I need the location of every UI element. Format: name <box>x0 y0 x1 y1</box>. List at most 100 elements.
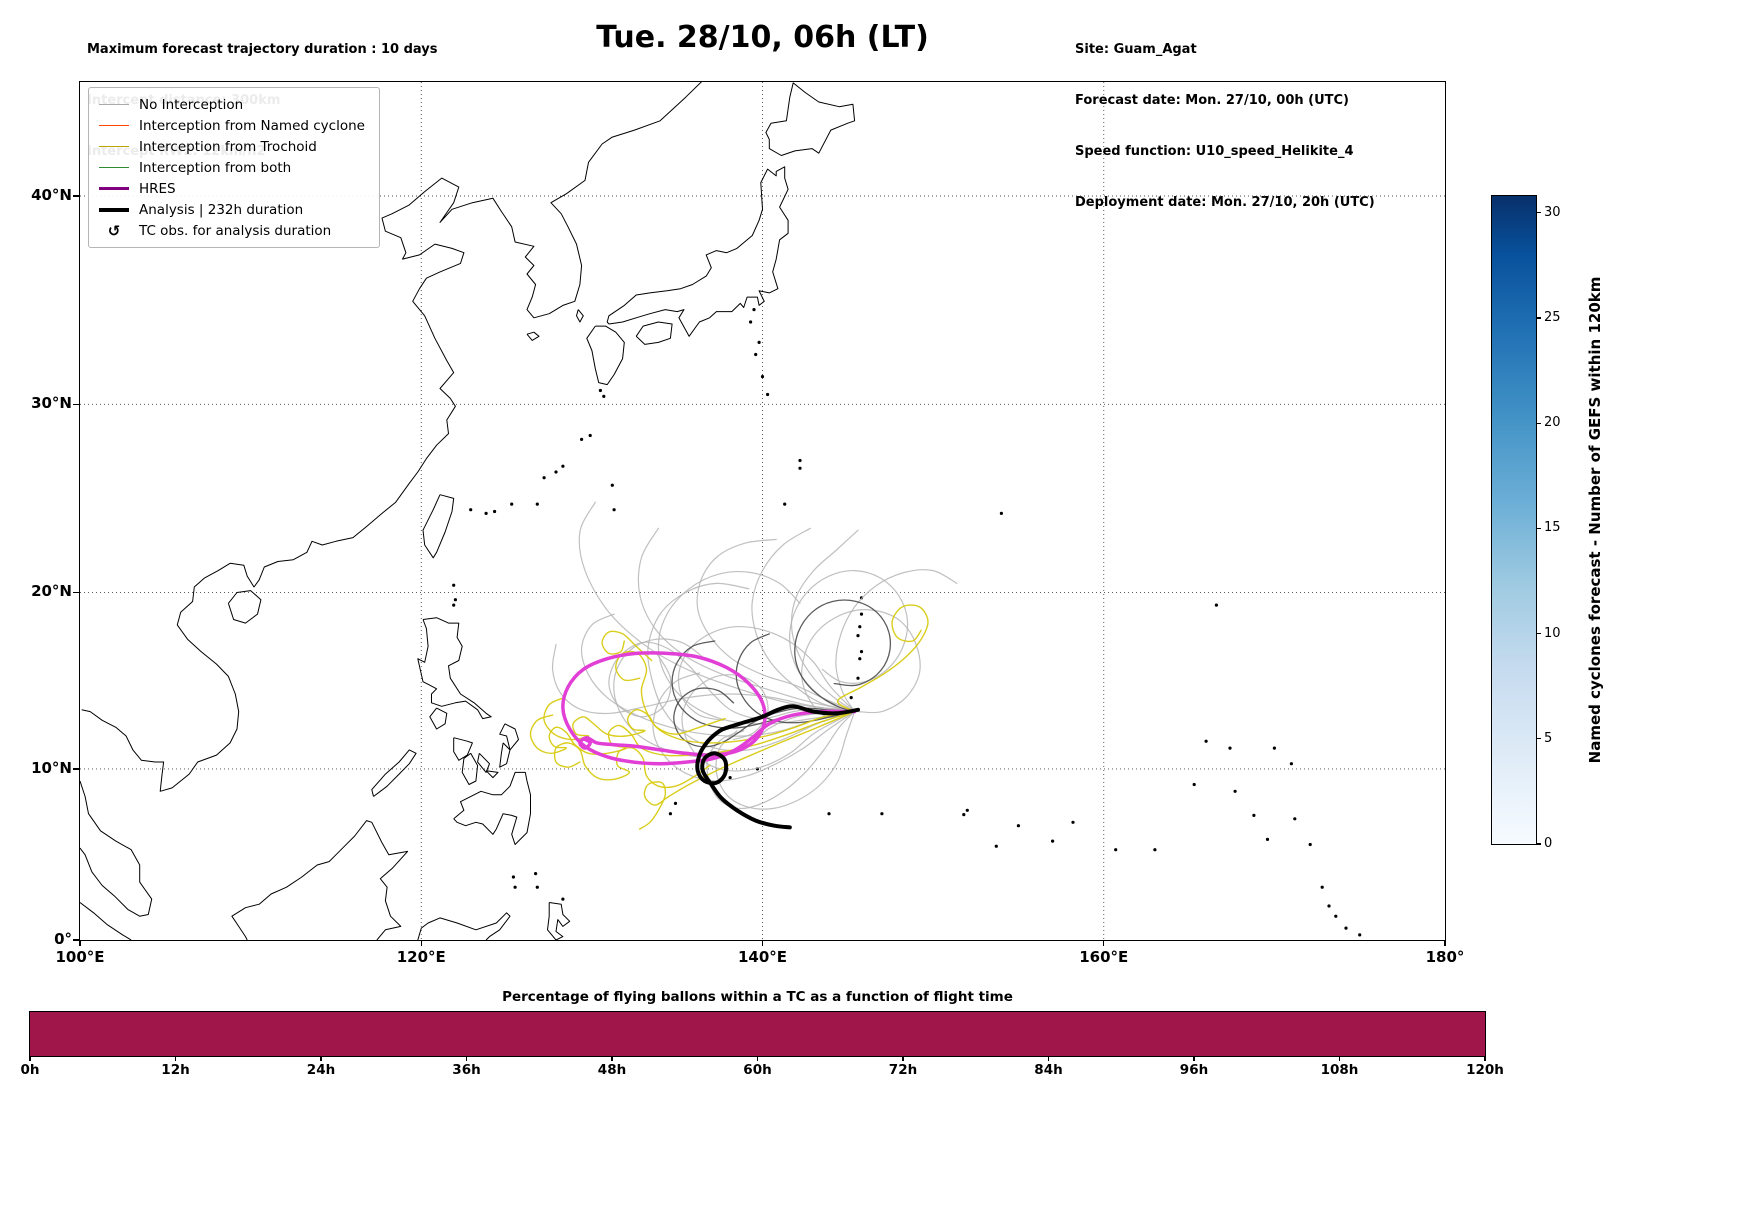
flight-time-tick-label: 24h <box>306 1062 336 1078</box>
x-tick-label: 120°E <box>396 948 446 966</box>
flight-time-tick-label: 72h <box>888 1062 918 1078</box>
legend-line-named <box>97 124 131 127</box>
flight-time-tick-label: 84h <box>1034 1062 1063 1078</box>
flight-time-tick-mark <box>1338 1056 1341 1061</box>
flight-time-tick-label: 96h <box>1179 1062 1209 1078</box>
flight-time-tick-mark <box>1047 1056 1050 1061</box>
legend-label: Interception from both <box>139 159 292 176</box>
colorbar-tick-mark <box>1536 738 1541 740</box>
flight-time-tick-label: 48h <box>597 1062 627 1078</box>
param-max-duration: Maximum forecast trajectory duration : 1… <box>87 42 438 57</box>
colorbar-tick-label: 25 <box>1544 310 1561 326</box>
legend-line-none <box>97 103 131 106</box>
colorbar-tick-label: 10 <box>1544 625 1561 641</box>
y-tick-label: 20°N <box>31 582 72 601</box>
deployment-date: Deployment date: Mon. 27/10, 20h (UTC) <box>1075 195 1375 210</box>
y-tick-label: 30°N <box>31 394 72 413</box>
flight-time-tick-label: 60h <box>743 1062 772 1078</box>
x-tick-label: 100°E <box>55 948 105 966</box>
y-tick-label: 40°N <box>31 186 72 204</box>
colorbar-gradient <box>1492 196 1536 844</box>
legend-label: TC obs. for analysis duration <box>139 222 332 239</box>
legend-label: HRES <box>139 180 176 197</box>
bottom-chart-title: Percentage of flying ballons within a TC… <box>502 989 1013 1005</box>
x-tick-label: 140°E <box>737 948 788 966</box>
legend-line-trochoid <box>97 145 131 148</box>
colorbar-tick-label: 20 <box>1544 415 1561 431</box>
colorbar-label: Named cyclones forecast - Number of GEFS… <box>1586 276 1604 764</box>
site-name: Site: Guam_Agat <box>1075 42 1197 57</box>
flight-time-tick-mark <box>902 1056 904 1061</box>
trajectories-gefs-dark <box>671 599 891 748</box>
x-tick-mark <box>761 940 764 946</box>
y-tick-mark <box>73 403 79 405</box>
colorbar-tick-label: 30 <box>1544 204 1561 220</box>
legend-line-sample <box>99 186 129 191</box>
flight-time-tick-label: 36h <box>452 1062 481 1078</box>
x-tick-label: 180° <box>1425 948 1465 966</box>
legend-item-hres: HRES <box>97 178 365 199</box>
trajectories-analysis <box>695 704 860 830</box>
small-islands <box>452 308 1362 937</box>
y-tick-mark <box>73 768 79 770</box>
speed-function: Speed function: U10_speed_Helikite_4 <box>1075 144 1354 159</box>
colorbar-tick-label: 5 <box>1544 730 1553 746</box>
flight-time-tick-mark <box>29 1056 31 1061</box>
flight-time-tick-label: 0h <box>20 1062 40 1078</box>
legend-line-sample <box>99 207 129 212</box>
colorbar-tick-mark <box>1536 422 1541 424</box>
flight-time-tick-mark <box>1193 1056 1195 1061</box>
legend-item-analysis: Analysis | 232h duration <box>97 199 365 220</box>
colorbar-tick-mark <box>1536 527 1541 529</box>
trajectories-hres <box>561 651 857 766</box>
flight-time-tick-mark <box>174 1056 177 1061</box>
y-tick-label: 10°N <box>31 758 72 777</box>
colorbar-tick-mark <box>1536 212 1541 214</box>
y-tick-mark <box>73 939 79 941</box>
y-tick-label: 0° <box>54 930 72 948</box>
legend-line-sample <box>99 166 129 169</box>
legend-line-sample <box>99 124 129 127</box>
x-tick-label: 160°E <box>1079 948 1129 966</box>
flight-time-tick-label: 108h <box>1320 1062 1359 1078</box>
legend-item-none: No Interception <box>97 94 365 115</box>
legend-line-hres <box>97 186 131 191</box>
coastlines <box>80 82 856 940</box>
flight-time-tick-label: 12h <box>161 1062 190 1078</box>
legend-label: Analysis | 232h duration <box>139 201 304 218</box>
flight-time-tick-label: 120h <box>1466 1062 1504 1078</box>
site-info: Site: Guam_Agat Forecast date: Mon. 27/1… <box>1075 7 1375 245</box>
trajectories-trochoid-interception <box>529 604 929 830</box>
legend-line-sample <box>99 103 129 106</box>
flight-time-tick-mark <box>611 1056 613 1061</box>
gridlines <box>80 82 1445 940</box>
colorbar-tick-mark <box>1536 317 1541 319</box>
legend-line-both <box>97 166 131 169</box>
map-panel: No Interception Interception from Named c… <box>79 81 1446 941</box>
y-tick-mark <box>73 591 79 594</box>
map-canvas <box>80 82 1445 940</box>
legend-item-both: Interception from both <box>97 157 365 178</box>
tc-obs-icon: ↺ <box>107 221 121 240</box>
legend-item-named: Interception from Named cyclone <box>97 115 365 136</box>
flight-time-tick-mark <box>756 1056 759 1061</box>
flight-time-tick-mark <box>1484 1056 1486 1061</box>
legend-label: Interception from Trochoid <box>139 138 317 155</box>
flight-time-bar <box>29 1011 1486 1057</box>
colorbar-tick-mark <box>1536 843 1541 845</box>
x-tick-mark <box>420 940 422 946</box>
legend-label: No Interception <box>139 96 244 113</box>
flight-time-tick-mark <box>320 1056 322 1061</box>
x-tick-mark <box>1444 940 1446 946</box>
flight-time-tick-mark <box>465 1056 468 1061</box>
colorbar-tick-label: 15 <box>1544 520 1561 536</box>
legend-line-analysis <box>97 207 131 212</box>
map-legend: No Interception Interception from Named c… <box>88 87 380 248</box>
colorbar-tick-label: 0 <box>1544 836 1553 851</box>
figure-title: Tue. 28/10, 06h (LT) <box>596 20 929 55</box>
legend-item-trochoid: Interception from Trochoid <box>97 136 365 157</box>
y-tick-mark <box>73 195 79 197</box>
legend-item-tc-obs: ↺ TC obs. for analysis duration <box>97 220 365 241</box>
x-tick-mark <box>79 940 81 946</box>
